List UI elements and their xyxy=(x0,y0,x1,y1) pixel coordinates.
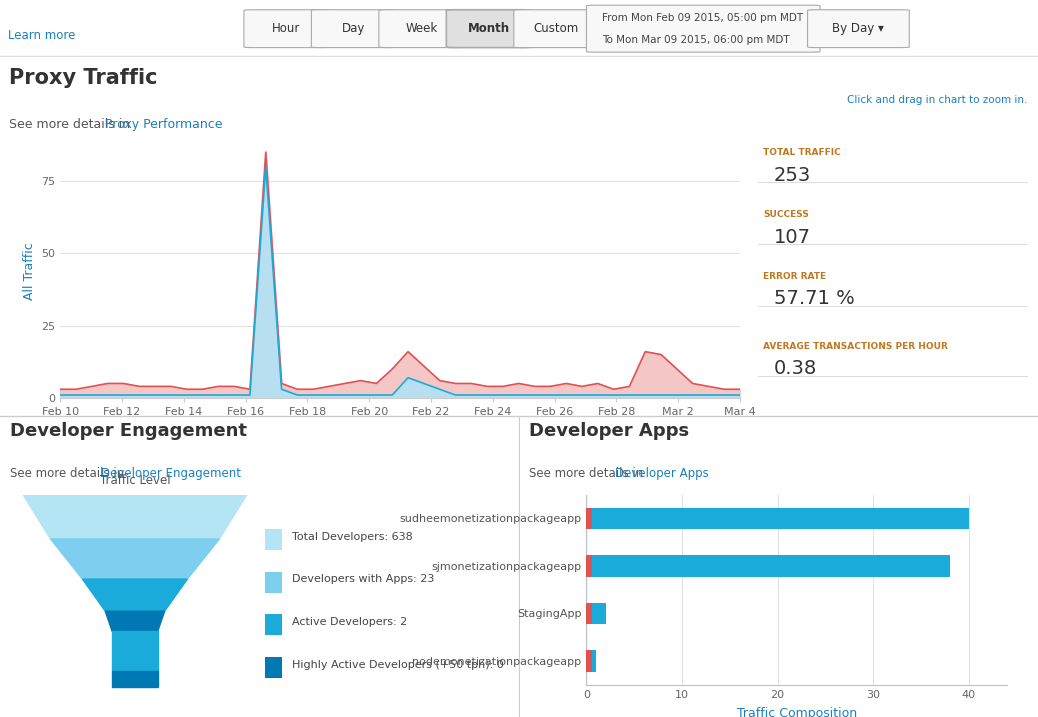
FancyBboxPatch shape xyxy=(586,5,820,52)
Bar xyxy=(586,603,605,625)
Text: See more details in: See more details in xyxy=(9,118,135,130)
Bar xyxy=(265,571,281,593)
Bar xyxy=(265,614,281,635)
Text: From Mon Feb 09 2015, 05:00 pm MDT: From Mon Feb 09 2015, 05:00 pm MDT xyxy=(602,14,803,24)
Bar xyxy=(586,650,596,672)
Text: AVERAGE TRANSACTIONS PER HOUR: AVERAGE TRANSACTIONS PER HOUR xyxy=(763,342,948,351)
Polygon shape xyxy=(105,611,165,631)
Text: Traffic Level: Traffic Level xyxy=(100,474,170,487)
Text: To Mon Mar 09 2015, 06:00 pm MDT: To Mon Mar 09 2015, 06:00 pm MDT xyxy=(602,35,790,45)
Text: Developer Engagement: Developer Engagement xyxy=(102,467,241,480)
Text: Month: Month xyxy=(468,22,510,35)
Text: ERROR RATE: ERROR RATE xyxy=(763,272,826,281)
Bar xyxy=(586,650,593,672)
Text: 253: 253 xyxy=(774,166,811,185)
Text: TOTAL TRAFFIC: TOTAL TRAFFIC xyxy=(763,148,841,157)
Text: Developer Engagement: Developer Engagement xyxy=(10,422,247,440)
FancyBboxPatch shape xyxy=(514,10,599,47)
Bar xyxy=(586,555,950,576)
Text: Highly Active Developers (+50 tph): 0: Highly Active Developers (+50 tph): 0 xyxy=(292,660,503,670)
Bar xyxy=(586,508,968,529)
Text: 107: 107 xyxy=(774,228,811,247)
Text: See more details in: See more details in xyxy=(529,467,648,480)
Text: See more details in: See more details in xyxy=(10,467,129,480)
FancyBboxPatch shape xyxy=(244,10,329,47)
FancyBboxPatch shape xyxy=(808,10,909,47)
Polygon shape xyxy=(51,539,219,579)
Text: 57.71 %: 57.71 % xyxy=(774,290,854,308)
Text: Total Developers: 638: Total Developers: 638 xyxy=(292,532,412,542)
X-axis label: Traffic Composition: Traffic Composition xyxy=(737,706,856,717)
Text: Proxy Traffic: Proxy Traffic xyxy=(9,67,158,87)
Polygon shape xyxy=(112,671,158,688)
Text: Developer Apps: Developer Apps xyxy=(529,422,689,440)
Text: SUCCESS: SUCCESS xyxy=(763,210,809,219)
Bar xyxy=(265,529,281,551)
Text: Week: Week xyxy=(405,22,438,35)
Text: Day: Day xyxy=(343,22,365,35)
Text: Developer Apps: Developer Apps xyxy=(614,467,709,480)
Text: Developers with Apps: 23: Developers with Apps: 23 xyxy=(292,574,434,584)
Y-axis label: All Traffic: All Traffic xyxy=(23,242,35,300)
Text: Hour: Hour xyxy=(272,22,301,35)
Polygon shape xyxy=(82,579,188,611)
Text: By Day ▾: By Day ▾ xyxy=(832,22,884,35)
Bar xyxy=(586,508,593,529)
Text: 0.38: 0.38 xyxy=(774,359,817,379)
Polygon shape xyxy=(112,631,158,671)
Bar xyxy=(586,555,593,576)
Text: Proxy Performance: Proxy Performance xyxy=(105,118,222,130)
FancyBboxPatch shape xyxy=(311,10,397,47)
FancyBboxPatch shape xyxy=(379,10,464,47)
Polygon shape xyxy=(23,495,247,539)
Bar xyxy=(265,657,281,678)
Text: Click and drag in chart to zoom in.: Click and drag in chart to zoom in. xyxy=(847,95,1028,105)
Text: Custom: Custom xyxy=(534,22,579,35)
FancyBboxPatch shape xyxy=(446,10,531,47)
Bar xyxy=(586,603,593,625)
Text: Learn more: Learn more xyxy=(8,29,76,42)
Text: Active Developers: 2: Active Developers: 2 xyxy=(292,617,407,627)
